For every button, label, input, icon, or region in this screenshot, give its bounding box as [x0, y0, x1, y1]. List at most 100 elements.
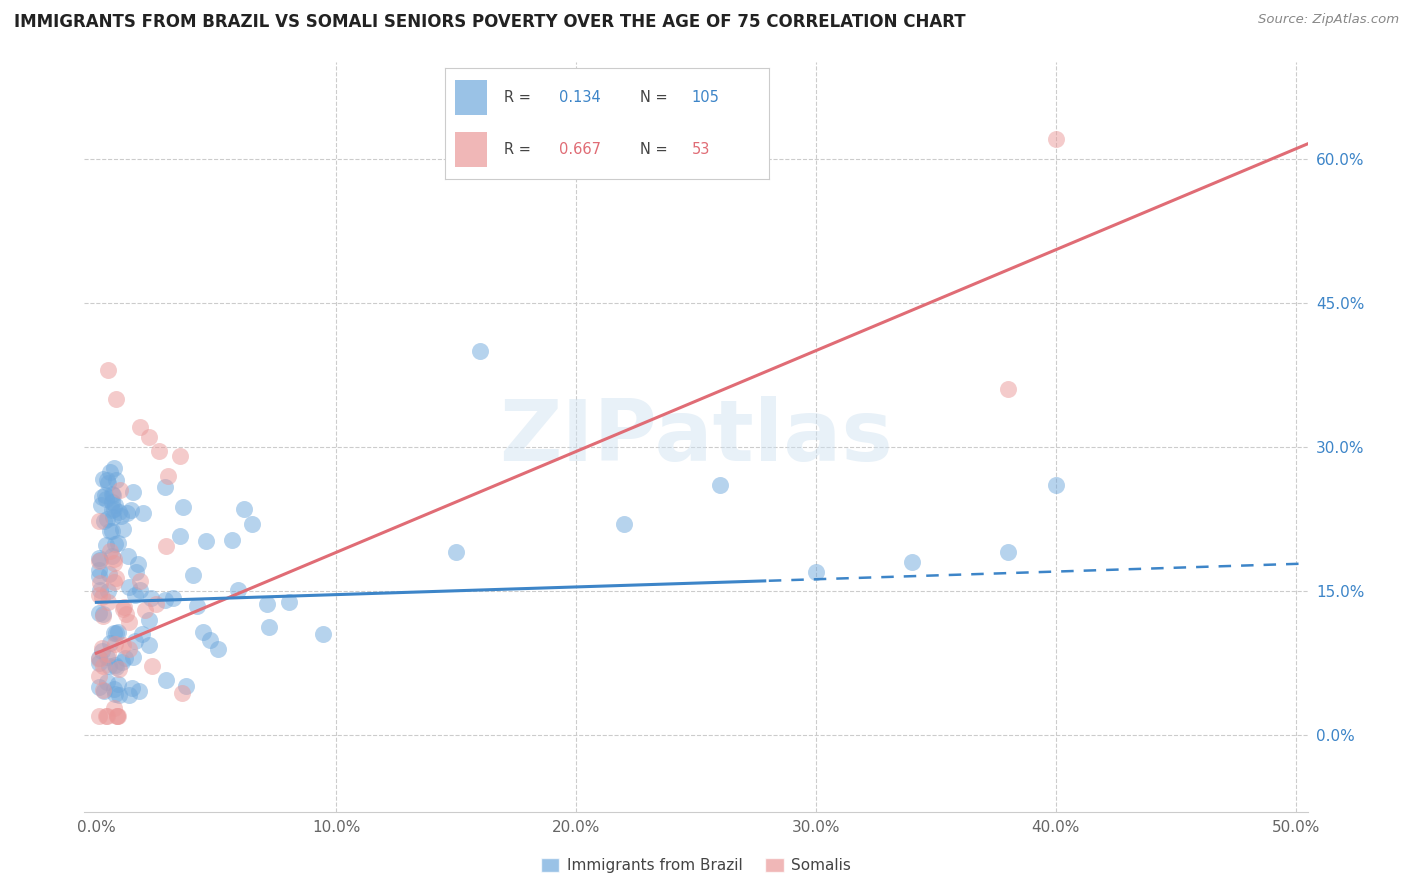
Point [191, 624, 214, 639]
Point [91, 609, 114, 624]
Point [104, 660, 127, 674]
Point [93, 658, 115, 673]
Point [96, 473, 118, 487]
Point [125, 565, 148, 579]
Point [103, 681, 125, 696]
Point [89, 582, 111, 597]
Point [110, 483, 132, 497]
Point [207, 642, 229, 657]
Point [117, 549, 139, 564]
Point [111, 655, 134, 669]
Point [104, 537, 127, 551]
Point [94, 487, 117, 501]
Point [104, 571, 127, 585]
Point [98, 659, 121, 673]
Point [87, 551, 110, 566]
Point [138, 613, 160, 627]
Point [107, 662, 129, 676]
Point [112, 638, 135, 652]
Point [87, 680, 110, 694]
Point [120, 503, 142, 517]
Point [89, 575, 111, 590]
Text: Source: ZipAtlas.com: Source: ZipAtlas.com [1258, 13, 1399, 27]
Point [87, 606, 110, 620]
Point [155, 592, 177, 607]
Point [259, 620, 281, 634]
Point [103, 626, 125, 640]
Point [118, 642, 141, 657]
Point [901, 555, 924, 569]
Point [118, 615, 141, 630]
Point [709, 478, 731, 492]
Point [141, 658, 163, 673]
Point [87, 669, 110, 683]
Point [91, 472, 114, 486]
Point [104, 637, 127, 651]
Legend: Immigrants from Brazil, Somalis: Immigrants from Brazil, Somalis [534, 852, 858, 879]
Point [278, 595, 301, 609]
Point [124, 588, 146, 602]
Point [96, 650, 118, 665]
Point [107, 676, 129, 690]
Point [174, 679, 197, 693]
Text: IMMIGRANTS FROM BRAZIL VS SOMALI SENIORS POVERTY OVER THE AGE OF 75 CORRELATION : IMMIGRANTS FROM BRAZIL VS SOMALI SENIORS… [14, 13, 966, 31]
Point [105, 473, 128, 487]
Point [108, 688, 131, 702]
Point [96, 708, 118, 723]
Point [93, 684, 115, 698]
Point [105, 708, 128, 723]
Point [87, 554, 110, 568]
Point [139, 591, 162, 605]
Point [138, 430, 160, 444]
Point [122, 650, 145, 665]
Point [101, 494, 124, 508]
Point [172, 500, 194, 515]
Point [87, 656, 110, 670]
Point [104, 658, 127, 673]
Point [87, 563, 110, 577]
Point [155, 540, 177, 554]
Point [103, 575, 125, 590]
Point [90, 490, 112, 504]
Point [90, 498, 112, 512]
Point [89, 553, 111, 567]
Point [96, 674, 118, 689]
Point [118, 580, 141, 594]
Point [148, 444, 170, 458]
Text: ZIPatlas: ZIPatlas [499, 395, 893, 479]
Point [107, 505, 129, 519]
Point [114, 650, 136, 665]
Point [804, 565, 827, 579]
Point [100, 487, 122, 501]
Point [90, 590, 112, 604]
Point [105, 708, 128, 723]
Point [93, 514, 115, 528]
Point [103, 460, 125, 475]
Point [242, 517, 264, 532]
Point [87, 569, 110, 583]
Point [468, 343, 491, 358]
Point [195, 533, 218, 548]
Point [101, 549, 124, 563]
Point [103, 701, 125, 715]
Point [103, 502, 125, 516]
Point [128, 684, 150, 698]
Point [997, 382, 1019, 396]
Point [115, 607, 138, 622]
Point [107, 708, 129, 723]
Point [107, 624, 129, 639]
Point [101, 510, 124, 524]
Point [312, 627, 335, 641]
Point [101, 503, 124, 517]
Point [87, 652, 110, 666]
Point [105, 625, 128, 640]
Point [103, 488, 125, 502]
Point [1045, 478, 1067, 492]
Point [112, 600, 135, 615]
Point [94, 491, 117, 506]
Point [97, 566, 120, 581]
Point [169, 450, 191, 464]
Point [97, 647, 120, 661]
Point [233, 501, 256, 516]
Point [169, 529, 191, 543]
